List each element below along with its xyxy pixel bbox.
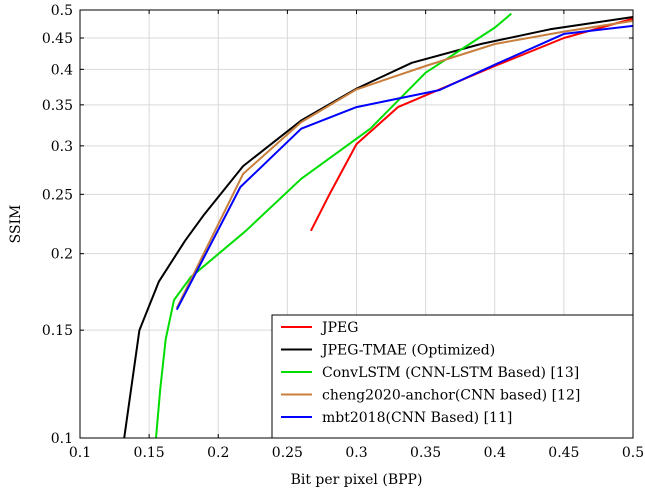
y-tick-label: 0.5 bbox=[51, 3, 73, 19]
y-tick-label: 0.4 bbox=[51, 62, 73, 78]
x-tick-label: 0.25 bbox=[272, 445, 303, 461]
legend-entry: JPEG bbox=[320, 320, 358, 336]
y-axis-label: SSIM bbox=[8, 205, 24, 244]
y-tick-label: 0.1 bbox=[51, 431, 73, 447]
series-line-4 bbox=[175, 24, 634, 311]
y-tick-label: 0.2 bbox=[51, 247, 73, 263]
legend-entry: mbt2018(CNN Based) [11] bbox=[322, 410, 512, 426]
series-lines bbox=[123, 12, 634, 439]
y-tick-label: 0.15 bbox=[42, 323, 73, 339]
x-tick-label: 0.15 bbox=[134, 445, 165, 461]
x-tick-labels: 0.1 0.15 0.2 0.25 0.3 0.35 0.4 0.45 0.5 bbox=[69, 445, 644, 461]
series-line-1 bbox=[123, 16, 634, 439]
series-line-0 bbox=[310, 17, 634, 232]
x-tick-label: 0.2 bbox=[207, 445, 229, 461]
x-tick-label: 0.1 bbox=[69, 445, 91, 461]
y-tick-label: 0.25 bbox=[42, 187, 73, 203]
x-tick-label: 0.4 bbox=[484, 445, 506, 461]
y-tick-label: 0.3 bbox=[51, 139, 73, 155]
x-axis-label: Bit per pixel (BPP) bbox=[291, 472, 423, 488]
y-tick-label: 0.45 bbox=[42, 31, 73, 47]
legend-box bbox=[271, 314, 634, 439]
x-tick-label: 0.5 bbox=[622, 445, 644, 461]
x-tick-label: 0.35 bbox=[410, 445, 441, 461]
y-tick-labels: 0.1 0.15 0.2 0.25 0.3 0.35 0.4 0.45 0.5 bbox=[42, 3, 73, 447]
y-tick-label: 0.35 bbox=[42, 98, 73, 114]
series-line-3 bbox=[175, 19, 634, 309]
x-tick-label: 0.45 bbox=[548, 445, 579, 461]
legend-entry: ConvLSTM (CNN-LSTM Based) [13] bbox=[322, 365, 579, 381]
legend: JPEG JPEG-TMAE (Optimized) ConvLSTM (CNN-L… bbox=[271, 314, 634, 439]
x-tick-label: 0.3 bbox=[345, 445, 367, 461]
legend-entry: cheng2020-anchor(CNN based) [12] bbox=[322, 388, 580, 404]
legend-entry: JPEG-TMAE (Optimized) bbox=[320, 343, 495, 359]
